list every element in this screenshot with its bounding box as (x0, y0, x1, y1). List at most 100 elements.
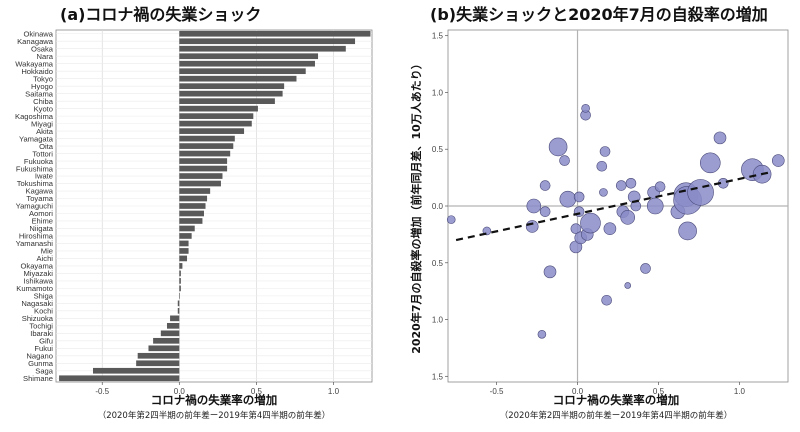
bar-miyazaki (179, 270, 181, 277)
category-label: Yamagata (19, 134, 54, 143)
category-label: Aomori (29, 209, 53, 218)
panel-b-title: (b)失業ショックと2020年7月の自殺率の増加 (430, 5, 768, 24)
scatter-point (596, 160, 608, 172)
bar-yamanashi (179, 240, 189, 247)
bar-tochigi (166, 322, 180, 329)
bar-yamagata (179, 135, 235, 142)
panel-a-x-ticks: -0.5 0.0 0.5 1.0 (95, 382, 340, 396)
panel-b-trend-line (455, 170, 773, 242)
scatter-point (699, 152, 721, 174)
panel-b-y-tick-label: 0.0 (432, 202, 444, 211)
panel-b-y-tick-label: 1.5 (432, 372, 444, 381)
bar-nara (179, 53, 319, 60)
bar-shiga (179, 293, 180, 299)
bar-fukui (148, 345, 180, 352)
category-label: Kumamoto (16, 284, 53, 293)
panel-a-tick-label: -0.5 (95, 387, 109, 396)
category-label: Tokushima (17, 179, 54, 188)
bar-shimane (59, 375, 180, 382)
bar-akita (179, 128, 245, 134)
category-label: Miyagi (31, 119, 53, 128)
bar-shizuoka (170, 315, 180, 322)
category-label: Tochigi (29, 322, 53, 331)
bar-tokyo (179, 75, 297, 82)
category-label: Fukui (34, 344, 53, 353)
panel-b-x-tick-label: 0.0 (572, 387, 584, 396)
scatter-point (624, 282, 632, 289)
scatter-point (646, 197, 664, 215)
bar-saga (92, 367, 180, 374)
category-label: Shizuoka (22, 314, 54, 323)
panel-b-x-ticks: -0.5 0.0 0.5 1.0 (490, 382, 746, 396)
category-label: Nara (37, 52, 54, 61)
bar-ibaraki (160, 330, 180, 337)
scatter-point (537, 330, 547, 339)
category-label: Tottori (32, 149, 53, 158)
panel-b-y-tick-label: 0.5 (432, 259, 444, 268)
category-label: Toyama (26, 194, 53, 203)
category-label: Okinawa (23, 29, 53, 38)
scatter-point (559, 190, 577, 208)
category-label: Chiba (33, 97, 54, 106)
category-label: Shiga (34, 292, 54, 301)
bar-hokkaido (179, 68, 306, 75)
bar-gifu (153, 337, 180, 344)
bar-fukushima (179, 165, 228, 172)
panel-a-category-labels: OkinawaKanagawaOsakaNaraWakayamaHokkaido… (15, 29, 54, 383)
bar-ehime (179, 218, 203, 224)
panel-b-x-axis-sublabel: （2020年第2四半期の前年差ー2019年第4四半期の前年差） (500, 410, 733, 421)
scatter-point (548, 137, 568, 157)
category-label: Nagasaki (21, 299, 53, 308)
bar-mie (179, 248, 189, 254)
category-label: Miyazaki (23, 269, 53, 278)
bar-kagoshima (179, 113, 254, 119)
scatter-point (599, 188, 608, 197)
panel-b-points (446, 104, 785, 339)
panel-a-x-axis-sublabel: （2020年第2四半期の前年差ー2019年第4四半期の前年差） (98, 410, 331, 421)
category-label: Saitama (25, 89, 54, 98)
bar-kyoto (179, 105, 258, 112)
bar-ishikawa (179, 278, 181, 284)
category-label: Oita (39, 142, 54, 151)
panel-b-y-tick-label: 1.0 (432, 316, 444, 325)
panel-a-tick-label: 0.0 (174, 387, 186, 396)
bar-hiroshima (179, 233, 192, 239)
category-label: Mie (41, 247, 53, 256)
category-label: Okayama (21, 262, 54, 271)
scatter-point (771, 154, 785, 167)
panel-a-tick-label: 0.5 (251, 387, 263, 396)
bar-chiba (179, 98, 275, 104)
category-label: Osaka (31, 44, 54, 53)
scatter-point (620, 210, 636, 225)
panel-a-x-axis-label: コロナ禍の失業率の増加 (151, 393, 278, 407)
bar-aomori (179, 210, 204, 217)
category-label: Hiroshima (19, 232, 54, 241)
category-label: Nagano (26, 351, 53, 360)
scatter-point (625, 177, 637, 189)
panel-b-y-tick-label: 1.5 (432, 32, 444, 41)
category-label: Iwate (35, 172, 53, 181)
scatter-point (640, 263, 651, 274)
scatter-point (570, 223, 582, 235)
panel-b-reference-axes (448, 30, 788, 382)
bar-saitama (179, 90, 283, 97)
panel-b-x-axis-label: コロナ禍の失業率の増加 (553, 393, 680, 407)
panel-b-x-tick-label: -0.5 (490, 387, 504, 396)
panel-b-y-tick-label: 0.5 (432, 145, 444, 154)
scatter-point (713, 131, 727, 145)
category-label: Yamanashi (16, 239, 54, 248)
category-label: Kyoto (34, 104, 53, 113)
bar-iwate (179, 173, 223, 179)
scatter-point (539, 206, 551, 217)
scatter-point (559, 155, 570, 166)
scatter-point (603, 222, 617, 236)
bar-niigata (179, 225, 195, 232)
scatter-point (525, 220, 539, 233)
category-label: Gifu (39, 337, 53, 346)
scatter-point (543, 265, 557, 279)
panel-b-y-tick-label: 1.0 (432, 88, 444, 97)
category-label: Fukushima (16, 164, 54, 173)
panel-a-unemployment-shock: (a)コロナ禍の失業ショック OkinawaKanagawaOsakaNaraW… (15, 5, 373, 421)
panel-a-bars (59, 30, 371, 382)
category-label: Ehime (31, 217, 53, 226)
